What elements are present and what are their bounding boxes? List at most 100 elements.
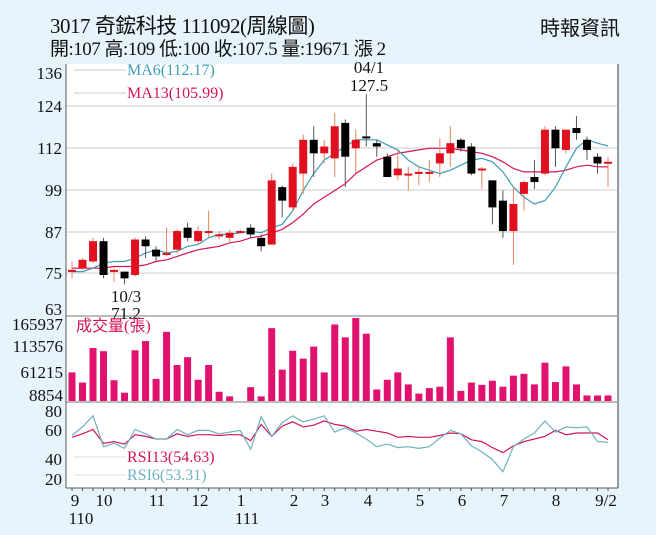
volume-bar (131, 350, 139, 401)
candle-up (173, 231, 182, 250)
volume-bar (152, 378, 160, 401)
month-label: 5 (416, 491, 425, 510)
volume-bar (509, 375, 517, 401)
candle-down (257, 237, 266, 247)
rsi-tick-label: 40 (45, 450, 62, 469)
volume-bar (436, 386, 444, 401)
volume-bar (530, 384, 538, 401)
candle-up (204, 231, 213, 234)
month-label: 9/2 (595, 491, 617, 510)
chart-title: 3017 奇鋐科技 111092(周線圖) (50, 14, 315, 38)
price-tick-label: 112 (37, 139, 62, 158)
candle-down (372, 143, 381, 147)
volume-bar (89, 347, 97, 401)
candlesticks (68, 94, 612, 285)
month-label: 6 (458, 491, 467, 510)
candle-up (131, 239, 140, 275)
candle-down (488, 180, 497, 208)
volume-bar (583, 395, 591, 401)
candle-down (99, 241, 108, 275)
month-label: 9 (71, 491, 80, 510)
candle-down (183, 227, 192, 238)
rsi-panel (66, 402, 618, 488)
rsi-tick-label: 80 (45, 402, 62, 421)
rsi-legend-label: RSI13(54.63) (127, 449, 215, 466)
volume-tick-label: 61215 (21, 363, 64, 382)
candle-down (530, 176, 539, 183)
candle-up (215, 234, 224, 237)
candle-down (120, 271, 129, 279)
volume-bars (68, 318, 612, 401)
year-label: 111 (235, 509, 259, 528)
candle-up (162, 253, 171, 256)
volume-bar (394, 372, 402, 401)
volume-bar (562, 366, 570, 401)
candle-up (68, 269, 76, 272)
candle-down (362, 136, 371, 139)
volume-bar (352, 318, 360, 401)
candle-up (236, 231, 245, 234)
candle-up (519, 182, 528, 194)
candle-up (299, 139, 308, 174)
axis-labels: 13612411299877563MA6(112.17)MA13(105.99)… (12, 58, 617, 528)
data-source-label: 時報資訊 (540, 18, 620, 40)
volume-bar (110, 380, 118, 401)
volume-bar (541, 362, 549, 401)
rsi-tick-label: 20 (45, 470, 62, 489)
candle-down (152, 249, 161, 257)
axes (65, 64, 619, 491)
low-date-label: 10/3 (111, 287, 141, 306)
candle-up (477, 168, 486, 171)
candle-up (89, 241, 98, 262)
month-label: 10 (96, 491, 113, 510)
volume-bar (173, 365, 181, 401)
volume-bar (215, 391, 223, 401)
price-tick-label: 87 (45, 223, 63, 242)
rsi-legend-label: RSI6(53.31) (127, 467, 207, 484)
month-label: 8 (552, 491, 561, 510)
volume-bar (121, 392, 129, 401)
ma13-line (72, 147, 609, 269)
volume-bar (551, 382, 559, 401)
volume-bar (320, 372, 328, 401)
candle-down (572, 127, 581, 134)
year-label: 110 (69, 509, 94, 528)
low-value-label: 71.2 (111, 304, 141, 323)
volume-bar (268, 328, 276, 401)
volume-bar (467, 382, 475, 401)
candle-down (456, 139, 465, 149)
month-label: 1 (237, 491, 246, 510)
month-label: 4 (364, 491, 373, 510)
volume-bar (457, 390, 465, 401)
price-tick-label: 99 (45, 181, 62, 200)
legend-label: MA6(112.17) (127, 62, 215, 79)
price-tick-label: 136 (37, 64, 63, 83)
month-label: 11 (149, 491, 165, 510)
candle-up (288, 166, 297, 208)
moving-average-lines (72, 139, 609, 273)
volume-bar (68, 372, 76, 401)
price-tick-label: 75 (45, 264, 62, 283)
candle-down (582, 139, 591, 150)
candle-down (309, 139, 318, 154)
volume-bar (247, 387, 255, 401)
candle-up (404, 173, 413, 176)
volume-bar (404, 384, 412, 401)
candle-up (561, 129, 570, 150)
volume-bar (488, 380, 496, 401)
candle-down (278, 187, 287, 201)
volume-bar (299, 358, 307, 401)
ma6-line (72, 139, 609, 273)
candle-down (551, 129, 560, 149)
volume-tick-label: 8854 (29, 386, 64, 405)
volume-bar (520, 373, 528, 401)
candle-up (414, 171, 423, 174)
candle-down (467, 146, 476, 174)
volume-bar (604, 395, 612, 401)
volume-bar (278, 369, 286, 401)
volume-bar (184, 357, 192, 401)
rsi6-line (71, 414, 609, 473)
candle-up (194, 231, 203, 242)
candle-up (425, 171, 434, 174)
